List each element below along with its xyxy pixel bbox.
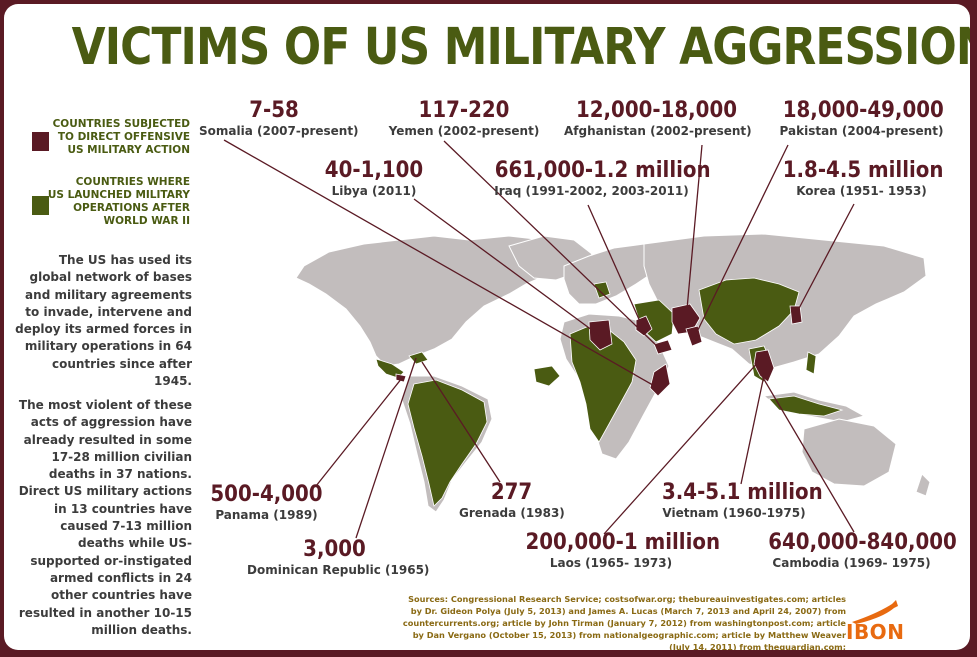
laos-leader xyxy=(603,359,761,535)
libya-leader xyxy=(413,198,601,337)
world-map xyxy=(223,139,931,539)
label-afghanistan: 12,000-18,000 Afghanistan (2002-present) xyxy=(564,98,752,138)
label-iraq: 661,000-1.2 million Iraq (1991-2002, 200… xyxy=(484,158,711,198)
panama-leader xyxy=(315,377,403,487)
iraq-country: Iraq (1991-2002, 2003-2011) xyxy=(494,184,689,198)
libya-country: Libya (2011) xyxy=(331,184,417,198)
korea-shape xyxy=(789,305,803,325)
vietnam-country: Vietnam (1960-1975) xyxy=(662,506,806,520)
philippines xyxy=(805,351,817,375)
label-libya: 40-1,100 Libya (2011) xyxy=(319,158,429,198)
korea-country: Korea (1951- 1953) xyxy=(796,184,927,198)
operations-countries xyxy=(375,277,844,507)
vietnam-deaths: 3.4-5.1 million xyxy=(662,480,823,505)
brazil-region xyxy=(407,379,488,507)
somalia-shape xyxy=(649,363,671,397)
balkans xyxy=(593,281,611,299)
africa-operations xyxy=(569,325,637,443)
afghanistan-country: Afghanistan (2002-present) xyxy=(564,124,752,138)
panama-deaths: 500-4,000 xyxy=(210,482,323,507)
iraq-deaths: 661,000-1.2 million xyxy=(494,158,711,183)
afghanistan-leader xyxy=(685,144,703,321)
north-america xyxy=(295,235,563,367)
dominican-leader xyxy=(355,357,417,539)
logo-text: IBON xyxy=(846,620,905,644)
china-region xyxy=(698,277,800,345)
page-title: VICTIMS OF US MILITARY AGGRESSION xyxy=(71,18,970,77)
vietnam-leader xyxy=(740,365,767,485)
legend-direct-swatch xyxy=(32,132,49,151)
europe xyxy=(563,243,665,305)
legend-direct-label: COUNTRIES SUBJECTED TO DIRECT OFFENSIVE … xyxy=(52,118,190,156)
panama-country: Panama (1989) xyxy=(215,508,318,522)
legend-operations-swatch xyxy=(32,196,49,215)
label-panama: 500-4,000 Panama (1989) xyxy=(199,482,334,522)
laos-country: Laos (1965- 1973) xyxy=(549,556,673,570)
grenada-country: Grenada (1983) xyxy=(459,506,565,520)
deaths-paragraph: The most violent of these acts of aggres… xyxy=(18,398,192,637)
panama-shape xyxy=(395,373,407,383)
legend-operations: COUNTRIES WHERE US LAUNCHED MILITARY OPE… xyxy=(32,176,190,232)
label-korea: 1.8-4.5 million Korea (1951- 1953) xyxy=(774,158,949,198)
yemen-country: Yemen (2002-present) xyxy=(388,124,540,138)
somalia-deaths: 7-58 xyxy=(249,98,299,123)
intro-paragraph: The US has used its global network of ba… xyxy=(15,253,192,389)
label-somalia: 7-58 Somalia (2007-present) xyxy=(199,98,359,138)
libya-shape xyxy=(588,319,613,351)
dominican-country: Dominican Republic (1965) xyxy=(247,563,430,577)
ibon-logo: IBON xyxy=(846,596,918,646)
korea-leader xyxy=(795,203,855,315)
iraq-leader xyxy=(587,204,643,327)
libya-deaths: 40-1,100 xyxy=(324,158,424,183)
new-zealand xyxy=(915,473,931,497)
yemen-deaths: 117-220 xyxy=(418,98,510,123)
caribbean xyxy=(408,351,429,365)
grenada-leader xyxy=(421,361,501,483)
vietnam-laos-cambodia xyxy=(753,349,775,383)
australia xyxy=(801,418,897,487)
dominican-deaths: 3,000 xyxy=(303,537,366,562)
cambodia-leader xyxy=(761,375,855,533)
label-dominican-republic: 3,000 Dominican Republic (1965) xyxy=(247,537,430,577)
infographic: VICTIMS OF US MILITARY AGGRESSION COUNTR… xyxy=(4,4,970,650)
west-africa xyxy=(533,365,561,387)
afghanistan-deaths: 12,000-18,000 xyxy=(575,98,738,123)
logo-swoosh-icon xyxy=(852,600,898,624)
sources-text: Sources: Congressional Research Service;… xyxy=(402,594,846,650)
somalia-country: Somalia (2007-present) xyxy=(199,124,359,138)
korea-deaths: 1.8-4.5 million xyxy=(782,158,944,183)
pakistan-leader xyxy=(693,144,789,339)
label-pakistan: 18,000-49,000 Pakistan (2004-present) xyxy=(774,98,949,138)
label-yemen: 117-220 Yemen (2002-present) xyxy=(384,98,544,138)
leader-lines xyxy=(223,139,855,539)
label-vietnam: 3.4-5.1 million Vietnam (1960-1975) xyxy=(654,480,823,520)
label-laos: 200,000-1 million Laos (1965- 1973) xyxy=(516,530,721,570)
pakistan-country: Pakistan (2004-present) xyxy=(779,124,944,138)
label-cambodia: 640,000-840,000 Cambodia (1969- 1975) xyxy=(759,530,957,570)
legend-operations-label: COUNTRIES WHERE US LAUNCHED MILITARY OPE… xyxy=(47,176,190,227)
legend-direct-action: COUNTRIES SUBJECTED TO DIRECT OFFENSIVE … xyxy=(32,118,190,162)
laos-deaths: 200,000-1 million xyxy=(525,530,721,555)
pakistan-deaths: 18,000-49,000 xyxy=(782,98,944,123)
somalia-leader xyxy=(223,139,659,389)
yemen-leader xyxy=(443,140,661,350)
yemen-shape xyxy=(653,339,673,355)
grenada-deaths: 277 xyxy=(490,480,533,505)
cambodia-deaths: 640,000-840,000 xyxy=(768,530,957,555)
label-grenada: 277 Grenada (1983) xyxy=(459,480,565,520)
cambodia-country: Cambodia (1969- 1975) xyxy=(772,556,931,570)
